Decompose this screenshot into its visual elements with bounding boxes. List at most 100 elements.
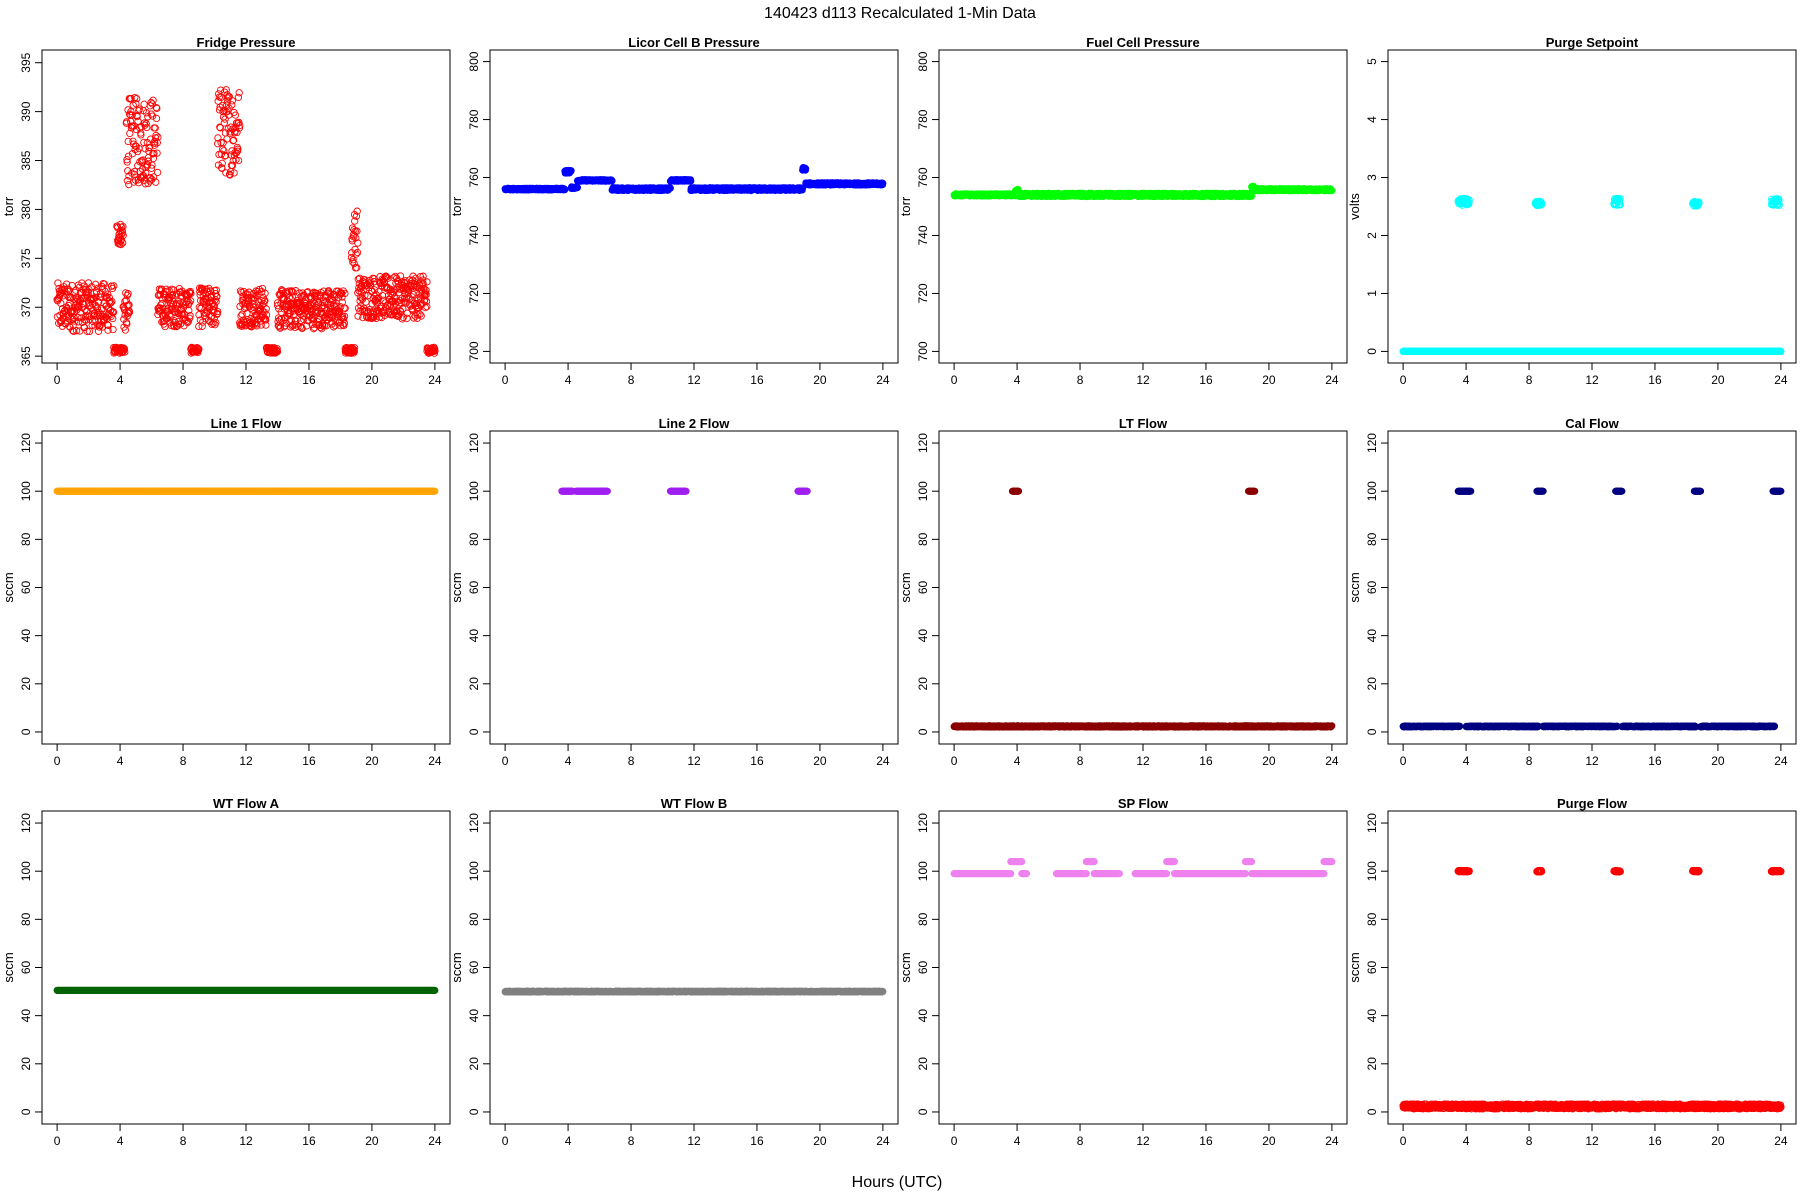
data-point — [221, 115, 229, 123]
data-point — [155, 285, 164, 293]
data-point — [235, 89, 243, 97]
data-point — [349, 349, 358, 357]
y-tick-label: 760 — [916, 167, 930, 187]
data-point — [257, 321, 265, 329]
data-point — [384, 274, 392, 282]
data-point — [186, 297, 195, 305]
data-point — [253, 311, 261, 319]
data-point — [187, 289, 195, 298]
data-point — [356, 293, 365, 301]
data-point — [183, 319, 192, 327]
data-point — [121, 348, 129, 356]
data-point — [353, 264, 361, 272]
data-point — [350, 344, 359, 352]
data-point — [350, 347, 358, 356]
data-point — [78, 318, 87, 327]
data-point — [399, 313, 407, 322]
data-point — [212, 318, 220, 327]
data-point — [261, 297, 269, 305]
data-point — [237, 312, 245, 320]
data-point — [123, 158, 131, 166]
data-point — [124, 290, 132, 298]
panel-title: Fridge Pressure — [197, 35, 296, 50]
data-point — [292, 287, 300, 295]
data-points — [1399, 194, 1785, 356]
data-point — [128, 150, 137, 158]
data-point — [253, 288, 262, 296]
data-point — [430, 345, 439, 353]
data-point — [288, 287, 296, 295]
data-point — [134, 161, 142, 170]
data-point — [213, 292, 221, 300]
data-point — [212, 298, 220, 306]
data-point — [309, 325, 318, 333]
data-point — [228, 97, 236, 105]
data-point — [133, 94, 141, 103]
x-tick-label: 0 — [502, 373, 509, 387]
y-tick-label: 1 — [1365, 290, 1379, 297]
data-point — [229, 137, 237, 145]
data-point — [92, 288, 101, 297]
data-point — [229, 136, 238, 144]
data-point — [339, 316, 348, 324]
data-point — [202, 309, 210, 317]
plot-frame — [489, 49, 899, 364]
data-point — [142, 119, 150, 128]
data-point — [91, 280, 100, 288]
panel-title: Fuel Cell Pressure — [1086, 35, 1199, 50]
x-tick-label: 8 — [1077, 373, 1084, 387]
data-point — [122, 118, 131, 126]
data-point — [286, 309, 294, 318]
data-point — [119, 231, 127, 240]
data-point — [198, 322, 206, 330]
data-point — [106, 299, 114, 308]
data-point — [130, 167, 139, 176]
data-point — [1248, 192, 1256, 200]
data-point — [253, 322, 261, 330]
data-point — [175, 317, 183, 326]
data-point — [152, 114, 161, 123]
y-tick-label: 720 — [467, 283, 481, 303]
data-point — [419, 280, 427, 288]
data-point — [431, 347, 439, 355]
data-point — [411, 278, 419, 286]
x-tick-label: 0 — [54, 373, 61, 387]
data-point — [95, 298, 103, 306]
data-point — [220, 119, 228, 127]
data-point — [153, 168, 162, 177]
data-point — [232, 149, 240, 157]
data-point — [416, 310, 424, 318]
x-tick-label: 16 — [750, 373, 764, 387]
data-point — [354, 312, 362, 320]
data-point — [223, 97, 232, 105]
data-point — [234, 119, 242, 127]
data-point — [403, 314, 411, 322]
data-point — [351, 217, 359, 225]
data-point — [129, 137, 137, 145]
data-point — [262, 316, 270, 324]
data-point — [228, 101, 236, 109]
data-point — [109, 308, 118, 316]
data-point — [234, 156, 243, 165]
y-tick-label: 740 — [467, 225, 481, 245]
data-point — [140, 100, 148, 108]
data-point — [227, 123, 235, 131]
data-point — [287, 316, 295, 325]
x-tick-label: 16 — [1199, 373, 1213, 387]
data-point — [347, 253, 356, 262]
y-tick-label: 380 — [19, 199, 33, 219]
data-point — [125, 308, 134, 316]
x-tick-label: 20 — [365, 373, 379, 387]
data-point — [69, 326, 77, 335]
y-tick-label: 780 — [467, 109, 481, 129]
data-point — [83, 327, 91, 335]
data-point — [802, 165, 810, 173]
data-point — [185, 314, 194, 322]
data-point — [1328, 187, 1336, 195]
data-point — [142, 169, 150, 177]
data-point — [110, 282, 118, 290]
x-tick-label: 20 — [813, 373, 827, 387]
y-tick-label: 0 — [1365, 348, 1379, 355]
